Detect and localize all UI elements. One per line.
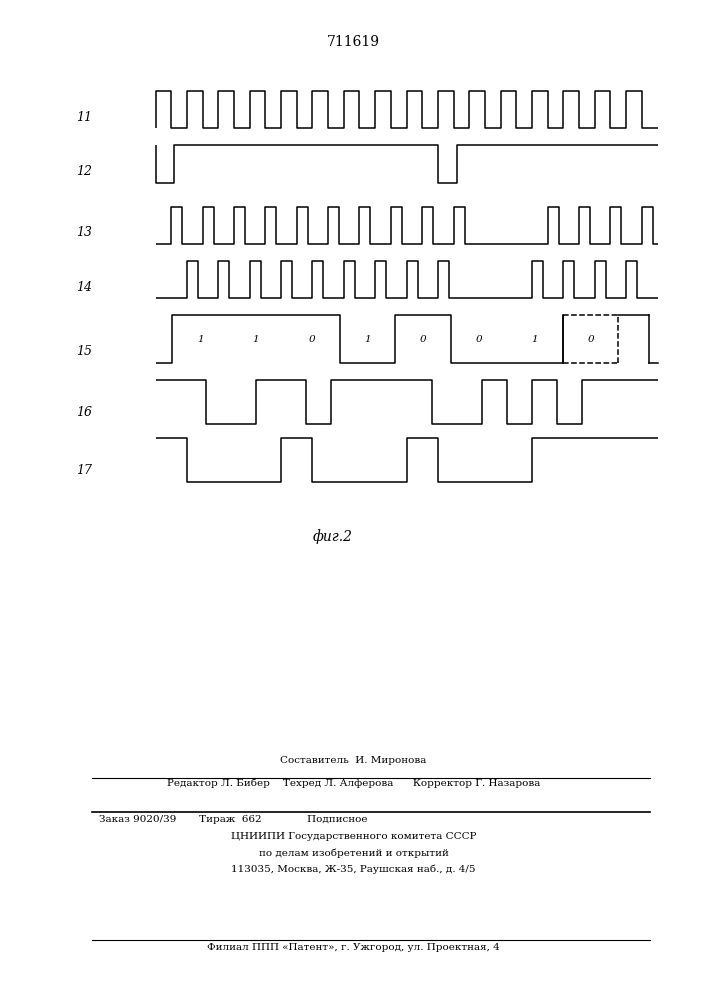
Text: 113035, Москва, Ж-35, Раушская наб., д. 4/5: 113035, Москва, Ж-35, Раушская наб., д. … [231,864,476,874]
Text: 15: 15 [76,345,92,358]
Text: 1: 1 [252,335,259,344]
Text: по делам изобретений и открытий: по делам изобретений и открытий [259,848,448,857]
Text: 0: 0 [476,335,482,344]
Text: 13: 13 [76,226,92,239]
Text: Филиал ППП «Патент», г. Ужгород, ул. Проектная, 4: Филиал ППП «Патент», г. Ужгород, ул. Про… [207,943,500,952]
Text: 0: 0 [308,335,315,344]
Text: 0: 0 [588,335,594,344]
Text: 12: 12 [76,165,92,178]
Text: 1: 1 [197,335,204,344]
Text: Заказ 9020/39       Тираж  662              Подписное: Заказ 9020/39 Тираж 662 Подписное [99,815,368,824]
Text: фиг.2: фиг.2 [312,530,352,544]
Text: 17: 17 [76,464,92,477]
Text: 0: 0 [420,335,426,344]
Text: 11: 11 [76,111,92,124]
Text: 711619: 711619 [327,35,380,49]
Text: 1: 1 [532,335,538,344]
Text: Редактор Л. Бибер    Техред Л. Алферова      Корректор Г. Назарова: Редактор Л. Бибер Техред Л. Алферова Кор… [167,778,540,788]
Text: 1: 1 [364,335,370,344]
Text: 14: 14 [76,281,92,294]
Text: Составитель  И. Миронова: Составитель И. Миронова [280,756,427,765]
Text: 16: 16 [76,406,92,419]
Text: ЦНИИПИ Государственного комитета СССР: ЦНИИПИ Государственного комитета СССР [230,832,477,841]
